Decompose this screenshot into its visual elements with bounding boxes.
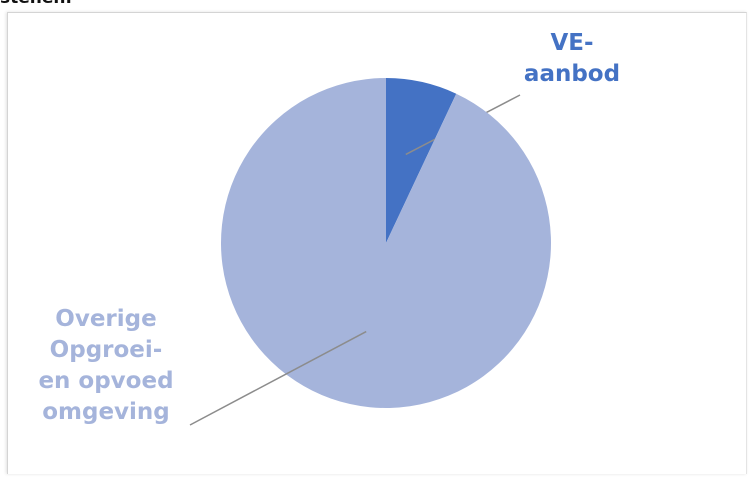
slice-label-ve-aanbod-line-1: VE- bbox=[550, 30, 594, 56]
pie-slice-1 bbox=[220, 78, 551, 409]
slice-label-ve-aanbod-line-2: aanbod bbox=[523, 61, 621, 87]
slice-label-overige-line-1: Overige bbox=[55, 306, 157, 332]
leader-line-1 bbox=[189, 330, 367, 426]
clipped-heading-text: stenen. bbox=[0, 0, 72, 8]
slice-label-overige-line-4: omgeving bbox=[42, 399, 170, 425]
slice-label-ve-aanbod: VE- aanbod bbox=[514, 28, 630, 90]
slice-label-overige: Overige Opgroei- en opvoed omgeving bbox=[6, 304, 206, 428]
slice-label-overige-line-2: Opgroei- bbox=[49, 337, 163, 363]
pie-slice-0 bbox=[386, 78, 457, 243]
slice-label-overige-line-3: en opvoed bbox=[38, 368, 174, 394]
